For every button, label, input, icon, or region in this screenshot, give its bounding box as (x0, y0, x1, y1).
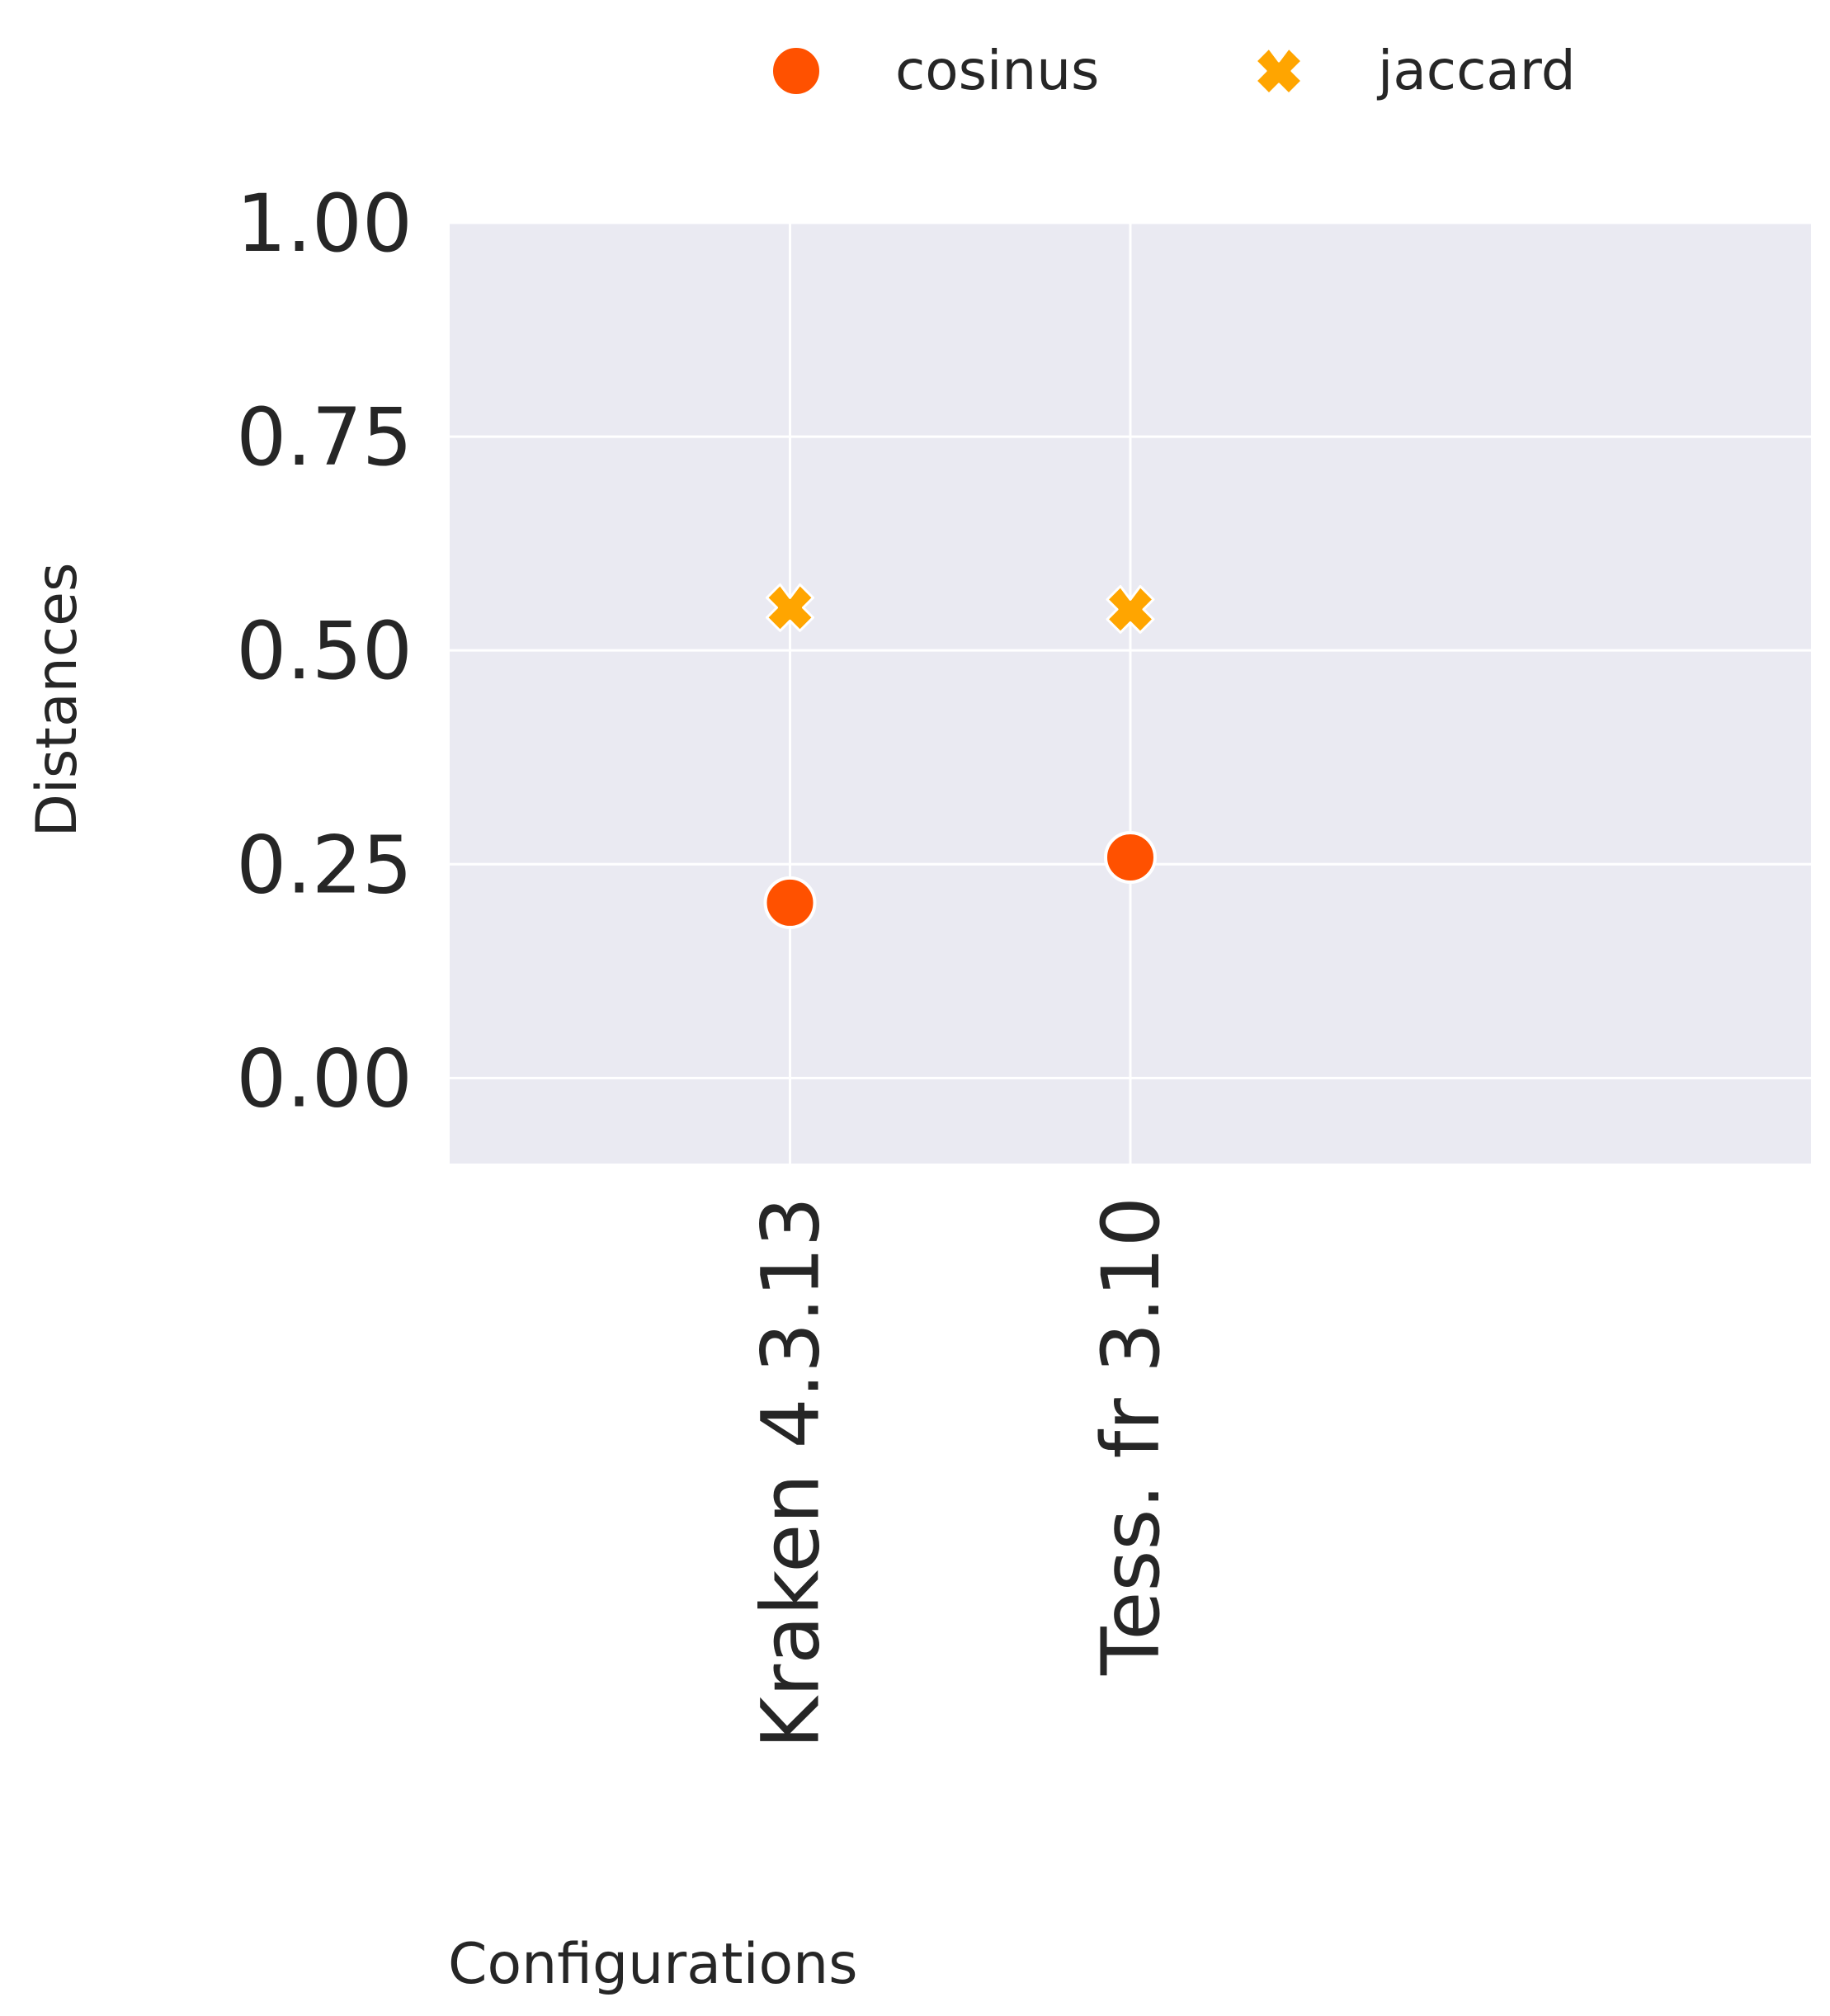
jaccard-point (766, 583, 814, 632)
legend: cosinus jaccard (770, 39, 1576, 102)
jaccard-point (1106, 584, 1155, 634)
x-axis-label: Configurations (448, 1932, 858, 1997)
y-tick-label: 1.00 (236, 177, 413, 270)
y-tick-label: 0.75 (236, 391, 413, 484)
x-tick-labels: Kraken 4.3.13 Tess. fr 3.10 (745, 1197, 1178, 1749)
cosinus-point (1104, 830, 1157, 884)
y-tick-label: 0.50 (236, 605, 413, 697)
y-tick-label: 0.00 (236, 1032, 413, 1125)
x-tick-label: Kraken 4.3.13 (745, 1197, 837, 1749)
data-points (763, 583, 1157, 929)
y-axis-label: Distances (25, 563, 90, 838)
y-tick-label: 0.25 (236, 819, 413, 911)
cosinus-legend-marker (770, 45, 823, 97)
jaccard-legend-marker (1254, 46, 1304, 96)
x-tick-label: Tess. fr 3.10 (1085, 1197, 1177, 1676)
legend-label-jaccard: jaccard (1376, 39, 1576, 102)
y-tick-labels: 0.00 0.25 0.50 0.75 1.00 (236, 177, 413, 1125)
legend-label-cosinus: cosinus (895, 39, 1099, 102)
cosinus-point (763, 876, 817, 929)
